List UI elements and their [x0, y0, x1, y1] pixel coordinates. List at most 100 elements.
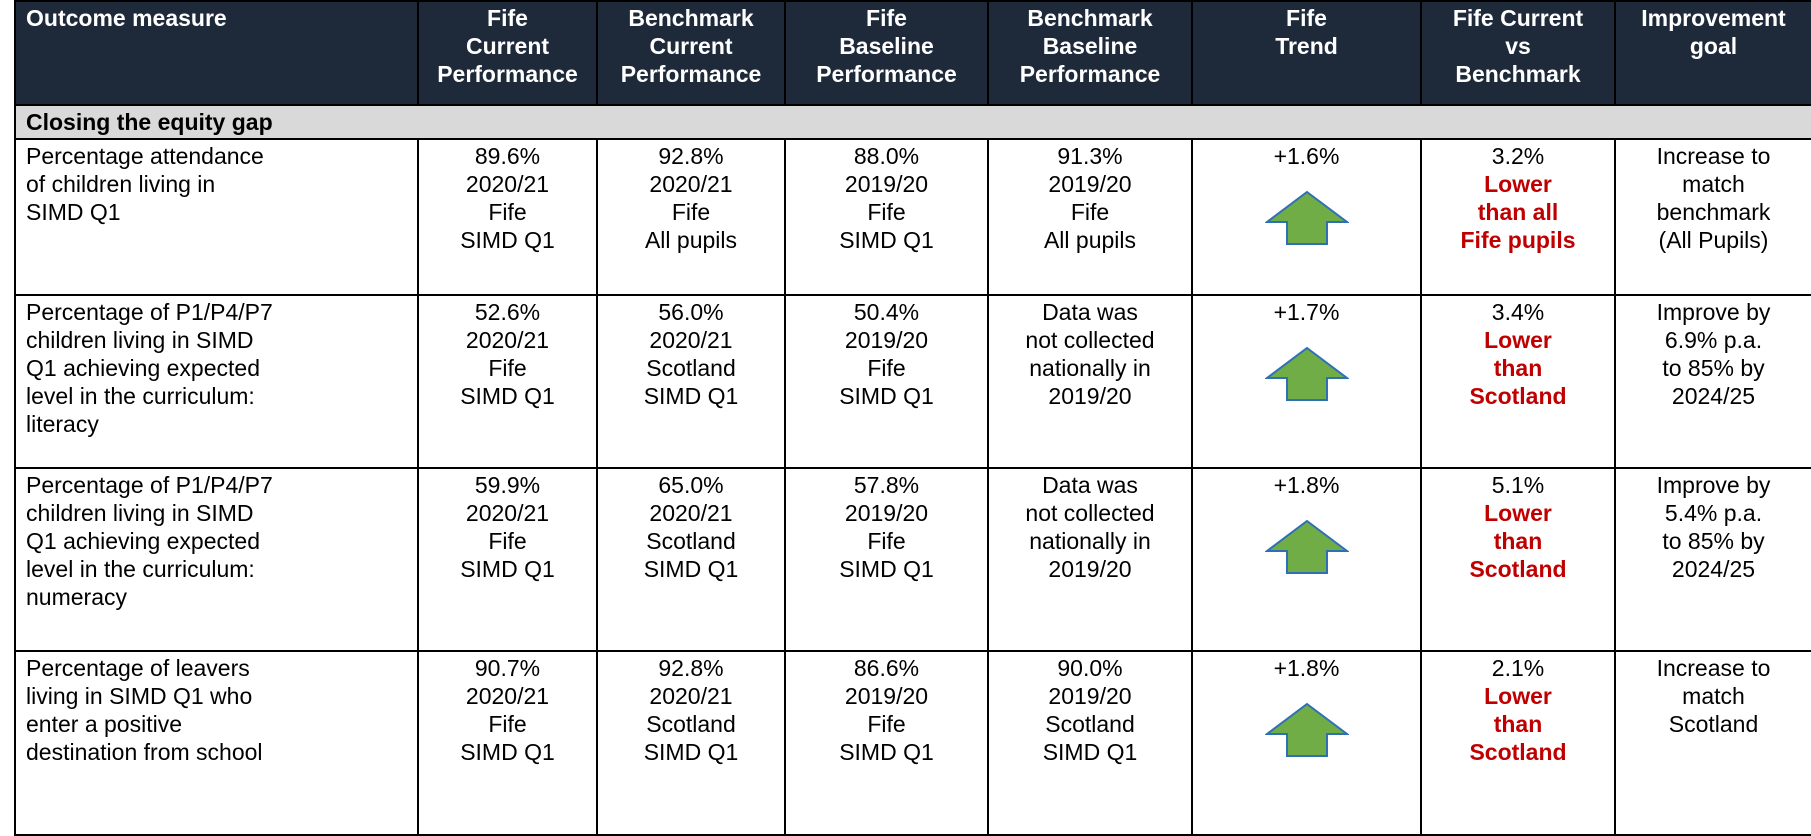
text-line: Current [465, 33, 550, 59]
text-line: Data was [1042, 299, 1138, 325]
column-header: Benchmark Current Performance [596, 0, 786, 106]
trend-arrow [1264, 190, 1349, 245]
text-line: not collected [1025, 500, 1155, 526]
text-line: Scotland [1469, 383, 1567, 409]
goal-cell: Increase to match benchmark (All Pupils) [1614, 138, 1811, 296]
value-cell: 92.8% 2020/21 Scotland SIMD Q1 [596, 650, 786, 836]
arrow-shape [1264, 190, 1349, 245]
trend-value: +1.8% [1273, 472, 1340, 498]
text-line: SIMD Q1 [643, 383, 739, 409]
measure-cell: Percentage of P1/P4/P7 children living in… [14, 467, 419, 652]
text-line: SIMD Q1 [839, 556, 934, 582]
section-title: Closing the equity gap [14, 104, 1811, 140]
text-line: 2019/20 [1048, 683, 1132, 709]
trend-arrow [1264, 519, 1349, 574]
text-line: Improve by [1656, 472, 1771, 498]
text-line: SIMD Q1 [643, 739, 739, 765]
arrow-shape [1264, 702, 1349, 757]
text-line: Fife pupils [1460, 227, 1576, 253]
text-line: living in SIMD Q1 who [26, 683, 253, 709]
text-line: Fife [488, 711, 527, 737]
measure-cell: Percentage of leavers living in SIMD Q1 w… [14, 650, 419, 836]
goal-cell: Improve by 5.4% p.a. to 85% by 2024/25 [1614, 467, 1811, 652]
value-cell: Data was not collected nationally in 2019/2… [987, 294, 1193, 469]
text-line: to 85% by [1662, 355, 1765, 381]
column-header: Benchmark Baseline Performance [987, 0, 1193, 106]
text-line: 59.9% [474, 472, 541, 498]
section-row: Closing the equity gap [14, 104, 1811, 140]
text-line: Lower [1484, 683, 1552, 709]
value-cell: 65.0% 2020/21 Scotland SIMD Q1 [596, 467, 786, 652]
text-line: SIMD Q1 [460, 227, 555, 253]
table-body: Closing the equity gap Percentage attenda… [14, 104, 1811, 836]
text-line: 2024/25 [1671, 556, 1756, 582]
text-line: Scotland [1469, 739, 1567, 765]
text-line: Data was [1042, 472, 1138, 498]
comparison-cell: 2.1% Lower than Scotland [1420, 650, 1616, 836]
text-line: Lower [1484, 500, 1552, 526]
trend-cell: +1.6% [1191, 138, 1422, 296]
text-line: SIMD Q1 [460, 739, 555, 765]
data-row: Percentage of P1/P4/P7 children living in… [14, 467, 1811, 652]
text-line: Q1 achieving expected [26, 528, 260, 554]
trend-arrow [1264, 702, 1349, 757]
text-line: 2020/21 [465, 683, 550, 709]
comparison-value: 3.4% [1491, 299, 1545, 325]
text-line: vs [1505, 33, 1531, 59]
comparison-cell: 3.4% Lower than Scotland [1420, 294, 1616, 469]
text-line: Lower [1484, 327, 1552, 353]
text-line: match [1682, 171, 1745, 197]
text-line: 92.8% [658, 655, 724, 681]
value-cell: 90.0% 2019/20 Scotland SIMD Q1 [987, 650, 1193, 836]
text-line: nationally in [1029, 528, 1151, 554]
text-line: SIMD Q1 [643, 556, 739, 582]
text-line: Percentage of P1/P4/P7 [26, 299, 273, 325]
text-line: Performance [437, 61, 578, 87]
text-line: Fife [488, 199, 527, 225]
text-line: (All Pupils) [1658, 227, 1769, 253]
trend-value: +1.7% [1273, 299, 1340, 325]
text-line: Scotland [646, 528, 736, 554]
text-line: 2020/21 [465, 327, 550, 353]
trend-cell: +1.8% [1191, 467, 1422, 652]
text-line: 2019/20 [844, 171, 929, 197]
text-line: Benchmark [628, 5, 754, 31]
text-line: 2019/20 [1048, 171, 1132, 197]
text-line: Outcome measure [26, 5, 227, 31]
measure-cell: Percentage attendance of children living … [14, 138, 419, 296]
value-cell: 88.0% 2019/20 Fife SIMD Q1 [784, 138, 989, 296]
text-line: children living in SIMD [26, 500, 254, 526]
text-line: SIMD Q1 [839, 227, 934, 253]
value-cell: 59.9% 2020/21 Fife SIMD Q1 [417, 467, 598, 652]
text-line: Benchmark [1027, 5, 1153, 31]
text-line: 56.0% [658, 299, 724, 325]
text-line: Performance [816, 61, 957, 87]
text-line: Baseline [1042, 33, 1138, 59]
comparison-value: 2.1% [1491, 655, 1545, 681]
comparison-cell: 5.1% Lower than Scotland [1420, 467, 1616, 652]
value-cell: 50.4% 2019/20 Fife SIMD Q1 [784, 294, 989, 469]
value-cell: 90.7% 2020/21 Fife SIMD Q1 [417, 650, 598, 836]
value-cell: Data was not collected nationally in 2019/2… [987, 467, 1193, 652]
text-line: 2024/25 [1671, 383, 1756, 409]
trend-arrow [1264, 346, 1349, 401]
goal-cell: Improve by 6.9% p.a. to 85% by 2024/25 [1614, 294, 1811, 469]
text-line: match [1682, 683, 1745, 709]
text-line: Fife [1286, 5, 1327, 31]
text-line: children living in SIMD [26, 327, 254, 353]
text-line: to 85% by [1662, 528, 1765, 554]
value-cell: 52.6% 2020/21 Fife SIMD Q1 [417, 294, 598, 469]
outcome-table: Outcome measure Fife Current Performance Ben… [14, 0, 1811, 836]
text-line: 2019/20 [844, 500, 929, 526]
text-line: than [1493, 355, 1543, 381]
text-line: Improve by [1656, 299, 1771, 325]
text-line: 2019/20 [1048, 556, 1132, 582]
text-line: 88.0% [853, 143, 920, 169]
text-line: Fife [488, 528, 527, 554]
text-line: 91.3% [1057, 143, 1123, 169]
text-line: Fife Current [1452, 5, 1584, 31]
trend-cell: +1.7% [1191, 294, 1422, 469]
text-line: of children living in [26, 171, 216, 197]
text-line: Improvement [1641, 5, 1786, 31]
